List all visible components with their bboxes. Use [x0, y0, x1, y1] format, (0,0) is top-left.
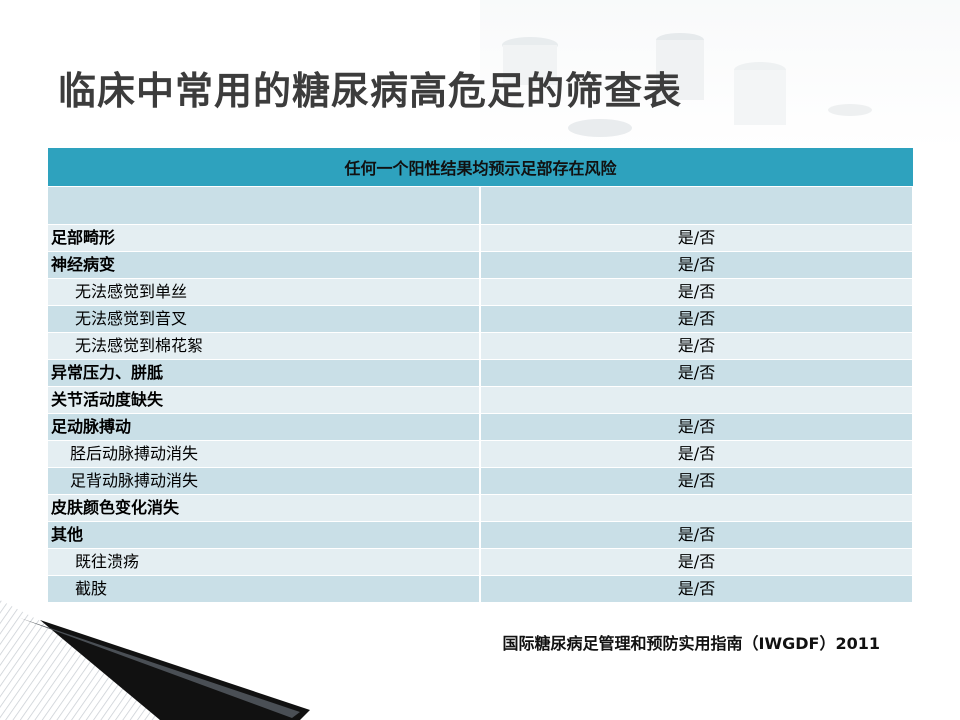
row-label: 无法感觉到音叉 — [48, 305, 481, 333]
row-label: 足动脉搏动 — [48, 413, 481, 441]
table-row: 其他 是/否 — [48, 521, 915, 549]
table-cell-empty — [480, 186, 915, 225]
row-label: 胫后动脉搏动消失 — [48, 440, 481, 468]
row-label: 异常压力、胼胝 — [48, 359, 481, 387]
row-value: 是/否 — [480, 548, 915, 576]
table-row: 无法感觉到单丝 是/否 — [48, 278, 915, 306]
row-value: 是/否 — [480, 521, 915, 549]
row-label: 足部畸形 — [48, 224, 481, 252]
table-header-row: 任何一个阳性结果均预示足部存在风险 — [48, 148, 914, 187]
table-row: 足部畸形 是/否 — [48, 224, 915, 252]
row-value: 是/否 — [480, 332, 915, 360]
row-value: 是/否 — [480, 224, 915, 252]
table-row: 足背动脉搏动消失 是/否 — [48, 467, 915, 495]
row-value: 是/否 — [480, 440, 915, 468]
table-row: 既往溃疡 是/否 — [48, 548, 915, 576]
screening-table: 任何一个阳性结果均预示足部存在风险 足部畸形 是/否 神经病变 是/否 无法感觉… — [48, 148, 915, 603]
row-label: 既往溃疡 — [48, 548, 481, 576]
table-cell-empty — [48, 186, 481, 225]
row-label: 足背动脉搏动消失 — [48, 467, 481, 495]
table-row: 无法感觉到音叉 是/否 — [48, 305, 915, 333]
row-value: 是/否 — [480, 575, 915, 603]
table-row: 足动脉搏动 是/否 — [48, 413, 915, 441]
row-value — [480, 386, 915, 414]
row-label: 无法感觉到单丝 — [48, 278, 481, 306]
table-header: 任何一个阳性结果均预示足部存在风险 — [48, 148, 914, 187]
row-value: 是/否 — [480, 359, 915, 387]
row-value: 是/否 — [480, 305, 915, 333]
row-label: 其他 — [48, 521, 481, 549]
row-label: 关节活动度缺失 — [48, 386, 481, 414]
row-label: 神经病变 — [48, 251, 481, 279]
table-row: 神经病变 是/否 — [48, 251, 915, 279]
row-value: 是/否 — [480, 467, 915, 495]
table-row: 皮肤颜色变化消失 — [48, 494, 915, 522]
row-value: 是/否 — [480, 278, 915, 306]
row-value: 是/否 — [480, 413, 915, 441]
table-row: 无法感觉到棉花絮 是/否 — [48, 332, 915, 360]
source-citation: 国际糖尿病足管理和预防实用指南（IWGDF）2011 — [502, 634, 880, 653]
row-label: 皮肤颜色变化消失 — [48, 494, 481, 522]
row-value — [480, 494, 915, 522]
table-row-blank — [48, 186, 915, 225]
slide-title: 临床中常用的糖尿病高危足的筛查表 — [58, 69, 683, 113]
row-value: 是/否 — [480, 251, 915, 279]
row-label: 无法感觉到棉花絮 — [48, 332, 481, 360]
table-row: 异常压力、胼胝 是/否 — [48, 359, 915, 387]
row-label: 截肢 — [48, 575, 481, 603]
table-row: 关节活动度缺失 — [48, 386, 915, 414]
table-row: 胫后动脉搏动消失 是/否 — [48, 440, 915, 468]
table-row: 截肢 是/否 — [48, 575, 915, 603]
